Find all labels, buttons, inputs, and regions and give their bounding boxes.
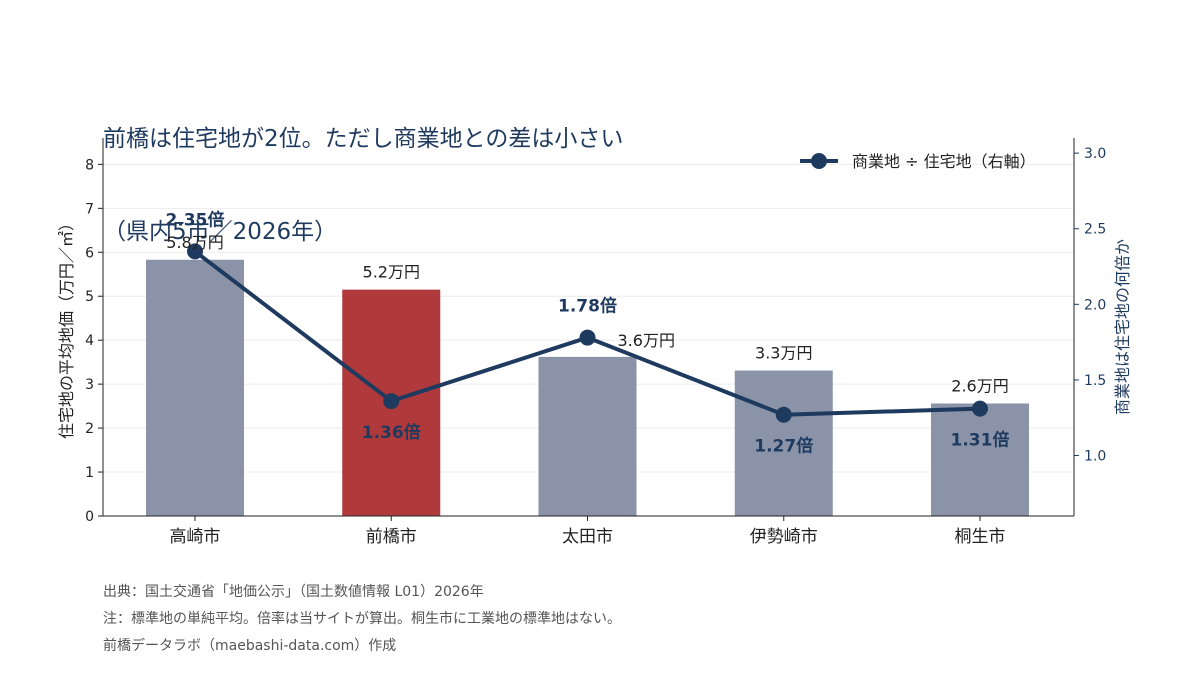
chart-title: 前橋は住宅地が2位。ただし商業地との差は小さい （県内5市／2026年） bbox=[103, 62, 623, 279]
ratio-value-label: 1.36倍 bbox=[362, 422, 421, 443]
ratio-point-5 bbox=[972, 400, 988, 417]
left-tick-label: 4 bbox=[85, 333, 94, 349]
ratio-point-3 bbox=[579, 329, 596, 346]
right-axis-title: 商業地は住宅地の何倍か bbox=[1113, 239, 1132, 415]
chart-title-line-2: （県内5市／2026年） bbox=[103, 219, 338, 245]
left-tick-label: 1 bbox=[85, 465, 94, 481]
ratio-point-1 bbox=[187, 243, 203, 260]
left-tick-label: 6 bbox=[85, 245, 94, 261]
right-tick-label: 2.0 bbox=[1084, 297, 1106, 313]
bar-value-label: 5.2万円 bbox=[363, 263, 420, 282]
bar-3 bbox=[538, 356, 637, 516]
legend: 商業地 ÷ 住宅地（右軸） bbox=[800, 152, 1036, 171]
right-tick-label: 1.5 bbox=[1084, 373, 1106, 389]
ratio-point-4 bbox=[775, 406, 792, 423]
data-labels: 5.8万円 5.2万円 3.6万円 3.3万円 2.6万円 2.35倍 1.36倍 1.78倍… bbox=[166, 209, 1010, 456]
bar-value-label: 2.6万円 bbox=[951, 376, 1008, 395]
x-tick-label: 太田市 bbox=[562, 527, 613, 547]
ratio-line-series bbox=[187, 243, 988, 423]
x-tick-label: 前橋市 bbox=[366, 527, 417, 547]
bar-value-label: 3.3万円 bbox=[755, 344, 812, 363]
left-tick-label: 3 bbox=[85, 377, 94, 393]
left-tick-label: 5 bbox=[85, 289, 94, 305]
ratio-value-label: 2.35倍 bbox=[166, 209, 225, 230]
x-tick-label: 桐生市 bbox=[955, 527, 1006, 547]
credit-note: 前橋データラボ（maebashi-data.com）作成 bbox=[103, 638, 397, 654]
x-tick-label: 伊勢崎市 bbox=[750, 527, 818, 547]
source-note: 出典：国土交通省「地価公示」（国土数値情報 L01）2026年 bbox=[103, 584, 484, 600]
right-tick-label: 3.0 bbox=[1084, 146, 1106, 162]
bar-5 bbox=[931, 403, 1029, 516]
left-axis-title: 住宅地の平均地価（万円／㎡） bbox=[57, 215, 76, 439]
left-tick-label: 0 bbox=[85, 509, 94, 525]
ratio-value-label: 1.31倍 bbox=[951, 430, 1010, 451]
bar-value-label: 3.6万円 bbox=[618, 331, 675, 350]
bar-series bbox=[146, 259, 1029, 516]
right-tick-label: 1.0 bbox=[1084, 449, 1106, 465]
left-tick-label: 7 bbox=[85, 201, 94, 217]
ratio-value-label: 1.27倍 bbox=[754, 436, 813, 457]
legend-marker-swatch bbox=[811, 153, 827, 169]
left-tick-label: 8 bbox=[85, 157, 94, 173]
bar-4 bbox=[734, 370, 833, 516]
right-tick-label: 2.5 bbox=[1084, 222, 1106, 238]
bar-value-label: 5.8万円 bbox=[166, 233, 223, 252]
method-note: 注：標準地の単純平均。倍率は当サイトが算出。桐生市に工業地の標準地はない。 bbox=[103, 611, 621, 627]
x-tick-label: 高崎市 bbox=[170, 527, 221, 547]
left-tick-label: 2 bbox=[85, 421, 94, 437]
legend-label: 商業地 ÷ 住宅地（右軸） bbox=[852, 152, 1036, 171]
bar-1 bbox=[146, 259, 244, 516]
axes: 0 1 2 3 4 5 6 7 8 1.0 1.5 2.0 2.5 3.0 高崎市 前橋市 太田市 伊勢崎市 桐生市… bbox=[57, 138, 1132, 547]
ratio-value-label: 1.78倍 bbox=[558, 296, 617, 317]
footnotes: 出典：国土交通省「地価公示」（国土数値情報 L01）2026年 注：標準地の単純… bbox=[103, 582, 621, 663]
ratio-point-2 bbox=[383, 393, 400, 410]
chart-title-line-1: 前橋は住宅地が2位。ただし商業地との差は小さい bbox=[103, 126, 624, 152]
